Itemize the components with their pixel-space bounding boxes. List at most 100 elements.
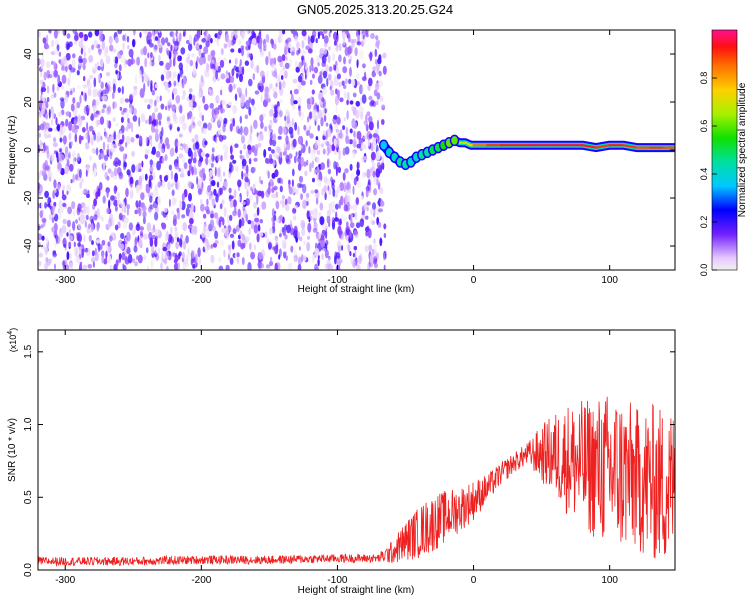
- noise-speckle: [223, 43, 228, 49]
- noise-speckle: [266, 70, 269, 79]
- noise-speckle: [130, 137, 135, 143]
- noise-speckle: [370, 151, 376, 161]
- noise-speckle: [241, 32, 245, 40]
- noise-speckle: [141, 160, 144, 168]
- noise-speckle: [86, 205, 90, 216]
- noise-speckle: [363, 135, 368, 140]
- noise-speckle: [303, 62, 307, 67]
- noise-speckle: [148, 98, 153, 105]
- noise-speckle: [110, 195, 115, 201]
- noise-speckle: [335, 265, 341, 270]
- noise-speckle: [179, 107, 183, 113]
- noise-speckle: [57, 208, 61, 214]
- noise-speckle: [219, 187, 223, 195]
- noise-speckle: [55, 151, 59, 159]
- noise-speckle: [97, 73, 101, 81]
- noise-speckle: [186, 62, 189, 72]
- noise-speckle: [103, 154, 109, 161]
- noise-speckle: [368, 77, 373, 87]
- noise-speckle: [372, 242, 377, 250]
- noise-speckle: [316, 55, 321, 65]
- spectrogram-x-ticks: -300 -200 -100 0 100: [55, 30, 618, 286]
- noise-speckle: [324, 249, 329, 259]
- noise-speckle: [159, 60, 164, 66]
- noise-speckle: [285, 255, 288, 261]
- noise-speckle: [135, 57, 140, 66]
- noise-speckle: [286, 224, 291, 234]
- noise-speckle: [260, 121, 264, 129]
- noise-speckle: [112, 101, 115, 110]
- noise-speckle: [332, 52, 336, 62]
- noise-speckle: [106, 254, 112, 264]
- noise-speckle: [153, 107, 158, 113]
- noise-speckle: [188, 88, 193, 93]
- noise-speckle: [56, 184, 61, 191]
- noise-speckle: [102, 195, 106, 204]
- noise-speckle: [185, 40, 190, 44]
- noise-speckle: [75, 219, 78, 224]
- noise-speckle: [69, 90, 73, 95]
- noise-speckle: [47, 127, 53, 132]
- noise-speckle: [240, 48, 245, 57]
- noise-speckle: [356, 72, 360, 80]
- noise-speckle: [317, 139, 321, 148]
- noise-speckle: [120, 55, 126, 64]
- noise-speckle: [225, 73, 229, 80]
- noise-speckle: [228, 187, 232, 194]
- noise-speckle: [383, 264, 386, 270]
- noise-speckle: [42, 97, 46, 102]
- noise-speckle: [215, 95, 220, 104]
- noise-speckle: [125, 142, 128, 148]
- noise-speckle: [145, 185, 151, 194]
- noise-speckle: [281, 194, 285, 200]
- noise-speckle: [341, 214, 344, 223]
- noise-speckle: [308, 216, 311, 223]
- noise-speckle: [154, 30, 157, 35]
- noise-speckle: [45, 122, 50, 130]
- noise-speckle: [295, 188, 299, 195]
- noise-speckle: [209, 89, 214, 97]
- noise-speckle: [59, 97, 65, 102]
- noise-speckle: [105, 85, 110, 95]
- noise-speckle: [131, 164, 136, 173]
- noise-speckle: [74, 102, 77, 113]
- noise-speckle: [106, 108, 111, 115]
- noise-speckle: [234, 93, 238, 101]
- noise-speckle: [137, 168, 142, 172]
- trace-blob: [378, 139, 389, 151]
- noise-speckle: [176, 126, 180, 132]
- noise-speckle: [303, 240, 306, 246]
- noise-speckle: [244, 60, 250, 66]
- noise-speckle: [198, 90, 202, 97]
- noise-speckle: [42, 37, 47, 44]
- trace-segment: [594, 144, 611, 149]
- noise-speckle: [51, 226, 56, 233]
- noise-speckle: [65, 118, 69, 127]
- noise-speckle: [270, 38, 274, 45]
- noise-speckle: [44, 190, 49, 198]
- noise-speckle: [347, 189, 351, 194]
- noise-speckle: [164, 81, 169, 91]
- noise-speckle: [372, 66, 377, 72]
- noise-speckle: [290, 30, 295, 35]
- noise-speckle: [254, 90, 260, 95]
- noise-speckle: [292, 207, 297, 214]
- noise-speckle: [131, 122, 134, 133]
- noise-speckle: [124, 257, 129, 262]
- noise-speckle: [83, 204, 87, 214]
- noise-speckle: [320, 143, 324, 148]
- noise-speckle: [170, 170, 174, 180]
- noise-speckle: [370, 142, 374, 152]
- noise-speckle: [379, 238, 383, 244]
- noise-speckle: [159, 135, 163, 145]
- noise-speckle: [121, 85, 124, 95]
- noise-speckle: [275, 82, 278, 88]
- noise-speckle: [82, 127, 86, 133]
- noise-speckle: [144, 153, 148, 160]
- noise-speckle: [330, 200, 336, 209]
- noise-speckle: [247, 144, 252, 151]
- noise-speckle: [357, 255, 362, 265]
- noise-speckle: [229, 257, 234, 265]
- noise-speckle: [117, 192, 120, 200]
- noise-speckle: [352, 253, 355, 258]
